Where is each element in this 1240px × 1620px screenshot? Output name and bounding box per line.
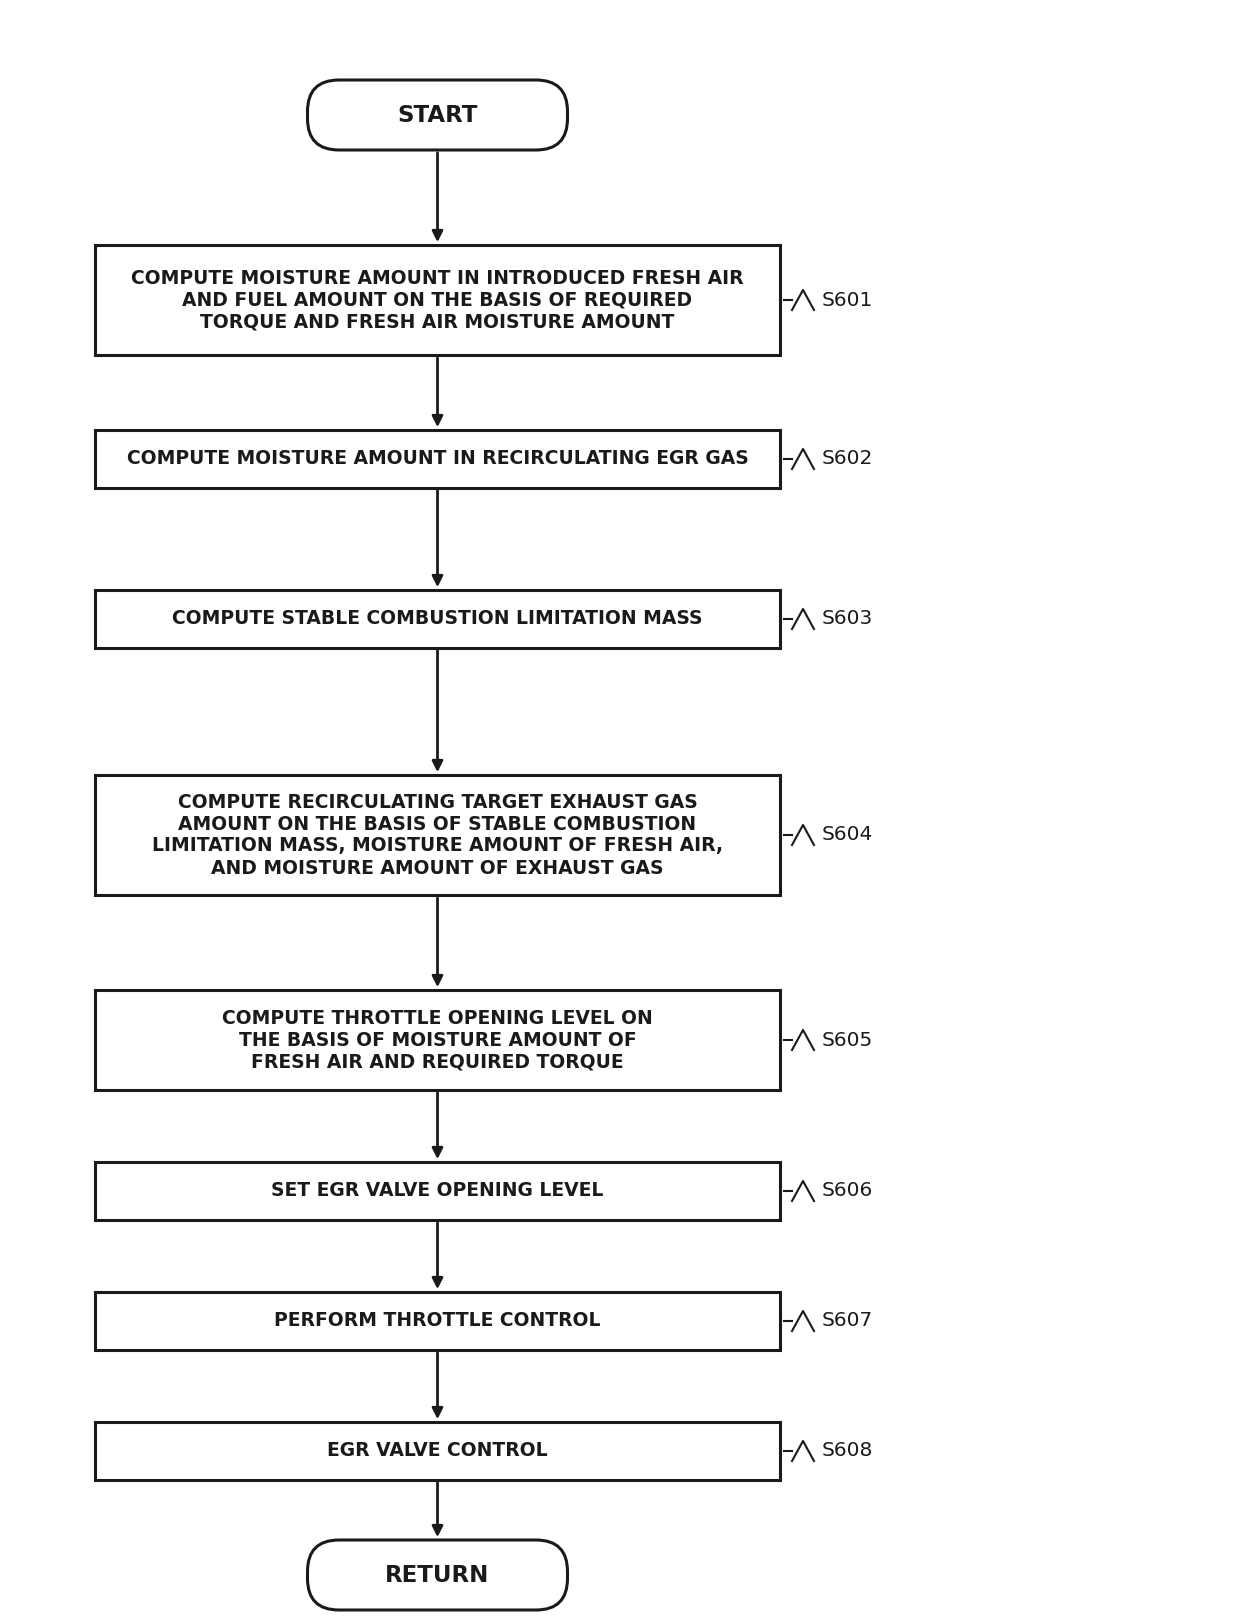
Text: COMPUTE THROTTLE OPENING LEVEL ON
THE BASIS OF MOISTURE AMOUNT OF
FRESH AIR AND : COMPUTE THROTTLE OPENING LEVEL ON THE BA…: [222, 1009, 653, 1071]
Text: SET EGR VALVE OPENING LEVEL: SET EGR VALVE OPENING LEVEL: [272, 1181, 604, 1200]
FancyBboxPatch shape: [95, 1293, 780, 1349]
FancyBboxPatch shape: [95, 1162, 780, 1220]
Text: START: START: [397, 104, 477, 126]
Text: S607: S607: [822, 1312, 873, 1330]
Text: S602: S602: [822, 449, 873, 468]
FancyBboxPatch shape: [95, 990, 780, 1090]
Text: S601: S601: [822, 290, 873, 309]
FancyBboxPatch shape: [95, 1422, 780, 1481]
FancyBboxPatch shape: [95, 590, 780, 648]
Text: EGR VALVE CONTROL: EGR VALVE CONTROL: [327, 1442, 548, 1461]
Text: COMPUTE RECIRCULATING TARGET EXHAUST GAS
AMOUNT ON THE BASIS OF STABLE COMBUSTIO: COMPUTE RECIRCULATING TARGET EXHAUST GAS…: [153, 792, 723, 878]
FancyBboxPatch shape: [95, 245, 780, 355]
Text: COMPUTE MOISTURE AMOUNT IN RECIRCULATING EGR GAS: COMPUTE MOISTURE AMOUNT IN RECIRCULATING…: [126, 449, 749, 468]
FancyBboxPatch shape: [95, 429, 780, 488]
Text: COMPUTE STABLE COMBUSTION LIMITATION MASS: COMPUTE STABLE COMBUSTION LIMITATION MAS…: [172, 609, 703, 629]
Text: S605: S605: [822, 1030, 873, 1050]
FancyBboxPatch shape: [308, 79, 568, 151]
Text: S604: S604: [822, 826, 873, 844]
Text: S603: S603: [822, 609, 873, 629]
Text: S606: S606: [822, 1181, 873, 1200]
Text: RETURN: RETURN: [386, 1563, 490, 1586]
FancyBboxPatch shape: [308, 1541, 568, 1610]
Text: COMPUTE MOISTURE AMOUNT IN INTRODUCED FRESH AIR
AND FUEL AMOUNT ON THE BASIS OF : COMPUTE MOISTURE AMOUNT IN INTRODUCED FR…: [131, 269, 744, 332]
FancyBboxPatch shape: [95, 774, 780, 894]
Text: PERFORM THROTTLE CONTROL: PERFORM THROTTLE CONTROL: [274, 1312, 600, 1330]
Text: S608: S608: [822, 1442, 873, 1461]
